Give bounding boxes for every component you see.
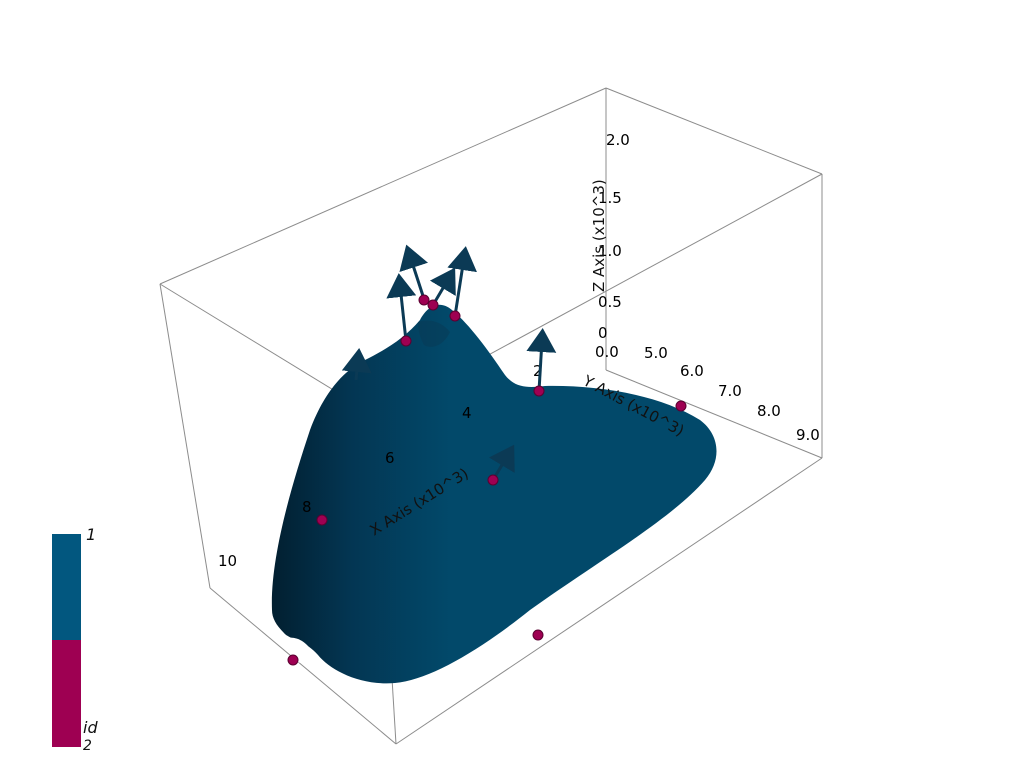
point-marker — [533, 385, 545, 397]
x-tick-8: 8 — [302, 498, 312, 516]
z-tick-0: 0 — [598, 324, 608, 342]
x-tick-10: 10 — [218, 552, 237, 570]
scalar-bar-top-label: 1 — [86, 525, 96, 544]
point-marker — [675, 400, 687, 412]
z-axis-title: Z Axis (x10^3) — [590, 179, 608, 292]
y-tick-9: 9.0 — [796, 426, 820, 444]
data-points[interactable] — [287, 294, 687, 666]
point-marker — [400, 335, 412, 347]
x-axis-ticks: 2 4 6 8 10 — [218, 362, 543, 570]
z-origin-label: 0.0 — [595, 343, 619, 361]
surface-mesh — [271, 304, 717, 684]
scalar-bar-title: id — [83, 718, 98, 737]
point-marker — [316, 514, 328, 526]
z-tick-0-5: 0.5 — [598, 293, 622, 311]
arrow-glyph — [447, 246, 477, 317]
arrow-glyph — [526, 328, 557, 392]
arrow-glyph — [386, 273, 417, 342]
z-tick-2-0: 2.0 — [606, 131, 630, 149]
arrow-glyph — [341, 348, 372, 381]
z-tick-1-5: 1.5 — [598, 189, 622, 207]
scalar-bar-segment-1 — [52, 534, 81, 640]
y-tick-6: 6.0 — [680, 362, 704, 380]
y-tick-8: 8.0 — [757, 402, 781, 420]
surface-fold-shadow — [418, 320, 450, 347]
z-axis-ticks: 0 0.5 1.0 1.5 2.0 0.0 — [595, 131, 630, 361]
y-tick-7: 7.0 — [718, 382, 742, 400]
point-marker — [418, 294, 430, 306]
x-tick-6: 6 — [385, 449, 395, 467]
y-tick-5: 5.0 — [644, 344, 668, 362]
terrain-surface[interactable] — [271, 304, 717, 684]
surface-notch — [282, 637, 313, 664]
point-marker — [287, 654, 299, 666]
scalar-bar-segment-2 — [52, 640, 81, 747]
scalar-bar-bottom-label: 2 — [83, 738, 92, 754]
point-marker — [427, 299, 439, 311]
arrow-glyph — [399, 244, 428, 300]
point-marker — [532, 629, 544, 641]
scalar-bar: 1 id 2 — [52, 525, 98, 754]
point-marker — [449, 310, 461, 322]
x-tick-2: 2 — [533, 362, 543, 380]
y-axis-ticks: 5.0 6.0 7.0 8.0 9.0 — [644, 344, 820, 444]
x-tick-4: 4 — [462, 404, 472, 422]
z-tick-1-0: 1.0 — [598, 242, 622, 260]
point-marker — [487, 474, 499, 486]
